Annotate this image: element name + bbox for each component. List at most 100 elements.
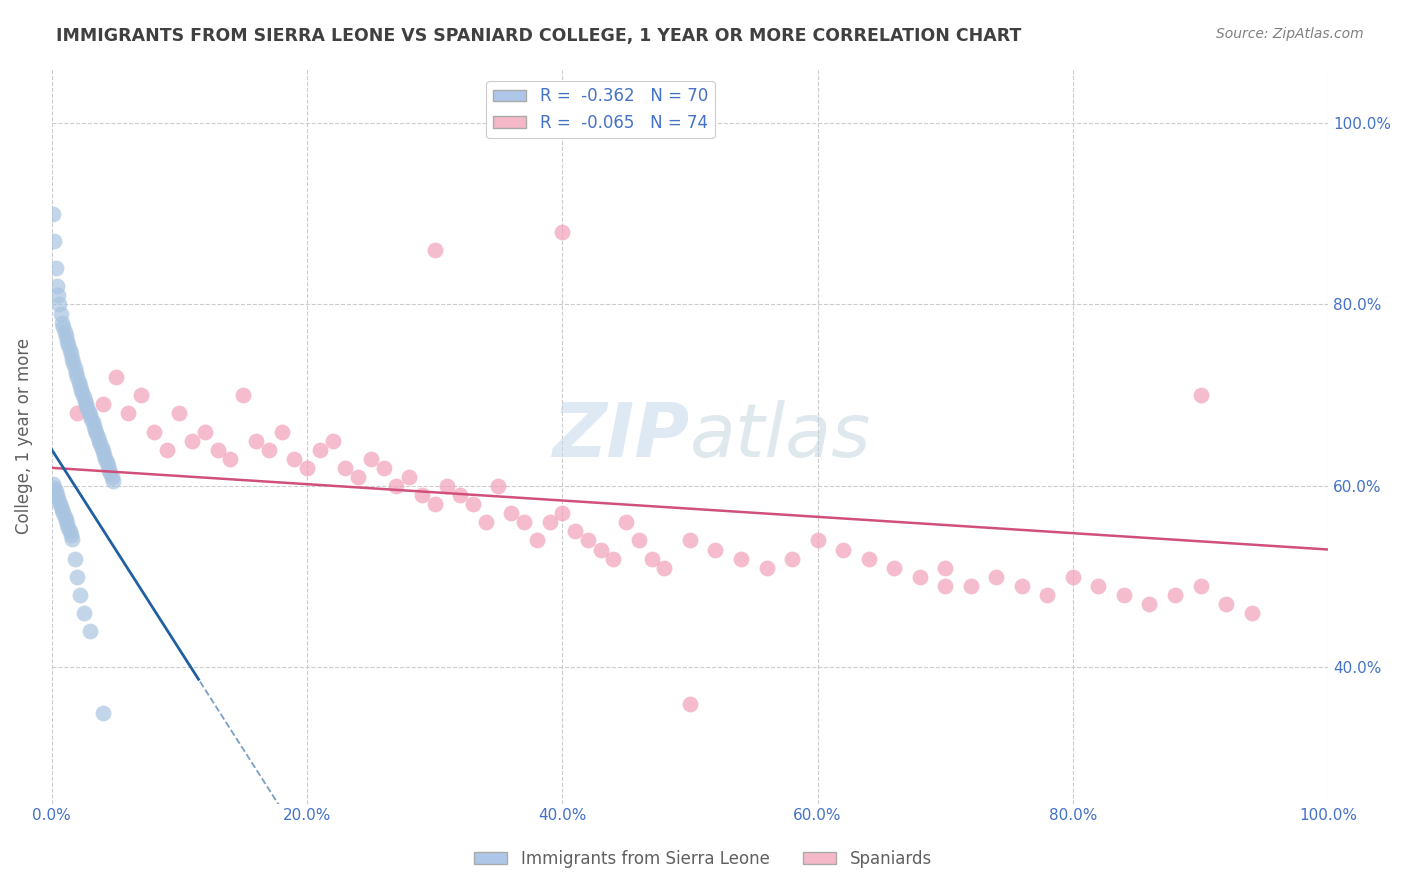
Point xyxy=(55,513,77,527)
Point xyxy=(56,334,79,348)
Point xyxy=(86,426,108,441)
Point xyxy=(360,451,382,466)
Point xyxy=(53,325,76,339)
Point xyxy=(69,379,91,393)
Point xyxy=(96,455,118,469)
Point xyxy=(53,509,76,524)
Point xyxy=(1215,597,1237,611)
Point xyxy=(1189,579,1212,593)
Point xyxy=(42,207,65,221)
Point xyxy=(858,551,880,566)
Point xyxy=(245,434,267,448)
Point xyxy=(45,261,67,276)
Point xyxy=(1036,588,1059,602)
Point xyxy=(66,570,89,584)
Point xyxy=(602,551,624,566)
Point xyxy=(55,329,77,343)
Point xyxy=(1087,579,1109,593)
Point xyxy=(101,474,124,488)
Point xyxy=(270,425,292,439)
Point xyxy=(104,370,127,384)
Point xyxy=(142,425,165,439)
Point xyxy=(551,506,574,520)
Point xyxy=(42,477,65,491)
Point xyxy=(934,560,956,574)
Point xyxy=(1240,606,1263,620)
Point xyxy=(986,570,1008,584)
Point xyxy=(59,524,82,539)
Point xyxy=(79,624,101,639)
Point xyxy=(48,297,70,311)
Point xyxy=(283,451,305,466)
Point xyxy=(59,528,82,542)
Point xyxy=(70,383,93,397)
Point xyxy=(69,588,91,602)
Point xyxy=(398,470,420,484)
Point xyxy=(461,497,484,511)
Point xyxy=(56,517,79,532)
Point xyxy=(564,524,586,539)
Point xyxy=(117,406,139,420)
Point xyxy=(1189,388,1212,402)
Point xyxy=(1112,588,1135,602)
Point xyxy=(49,307,72,321)
Point xyxy=(322,434,344,448)
Point xyxy=(576,533,599,548)
Point xyxy=(45,488,67,502)
Point xyxy=(436,479,458,493)
Point xyxy=(98,463,121,477)
Point xyxy=(62,356,84,370)
Point xyxy=(526,533,548,548)
Point xyxy=(82,416,104,430)
Point xyxy=(129,388,152,402)
Point xyxy=(44,234,66,248)
Point xyxy=(44,481,66,495)
Point xyxy=(75,397,97,411)
Point xyxy=(63,361,86,376)
Point xyxy=(679,533,702,548)
Point xyxy=(156,442,179,457)
Point xyxy=(73,606,96,620)
Point xyxy=(883,560,905,574)
Point xyxy=(86,430,108,444)
Point xyxy=(51,316,73,330)
Point xyxy=(411,488,433,502)
Point xyxy=(501,506,523,520)
Point xyxy=(257,442,280,457)
Point xyxy=(72,386,94,401)
Point xyxy=(934,579,956,593)
Point xyxy=(194,425,217,439)
Point xyxy=(423,243,446,257)
Point xyxy=(308,442,330,457)
Point xyxy=(474,516,496,530)
Text: Source: ZipAtlas.com: Source: ZipAtlas.com xyxy=(1216,27,1364,41)
Point xyxy=(89,437,111,451)
Point xyxy=(90,441,112,455)
Point xyxy=(295,460,318,475)
Point xyxy=(335,460,357,475)
Point xyxy=(49,499,72,513)
Point xyxy=(60,532,83,546)
Text: ZIP: ZIP xyxy=(553,400,690,473)
Point xyxy=(66,406,89,420)
Point xyxy=(76,401,98,415)
Point xyxy=(551,225,574,239)
Point xyxy=(373,460,395,475)
Point xyxy=(58,338,80,352)
Point xyxy=(79,408,101,422)
Point xyxy=(679,697,702,711)
Point xyxy=(169,406,191,420)
Point xyxy=(91,397,114,411)
Legend: R =  -0.362   N = 70, R =  -0.065   N = 74: R = -0.362 N = 70, R = -0.065 N = 74 xyxy=(486,80,714,138)
Point xyxy=(654,560,676,574)
Point xyxy=(181,434,204,448)
Legend: Immigrants from Sierra Leone, Spaniards: Immigrants from Sierra Leone, Spaniards xyxy=(467,844,939,875)
Point xyxy=(488,479,510,493)
Point xyxy=(614,516,637,530)
Point xyxy=(63,551,86,566)
Point xyxy=(959,579,981,593)
Point xyxy=(385,479,408,493)
Point xyxy=(94,451,117,466)
Point xyxy=(46,288,69,302)
Text: atlas: atlas xyxy=(690,401,872,472)
